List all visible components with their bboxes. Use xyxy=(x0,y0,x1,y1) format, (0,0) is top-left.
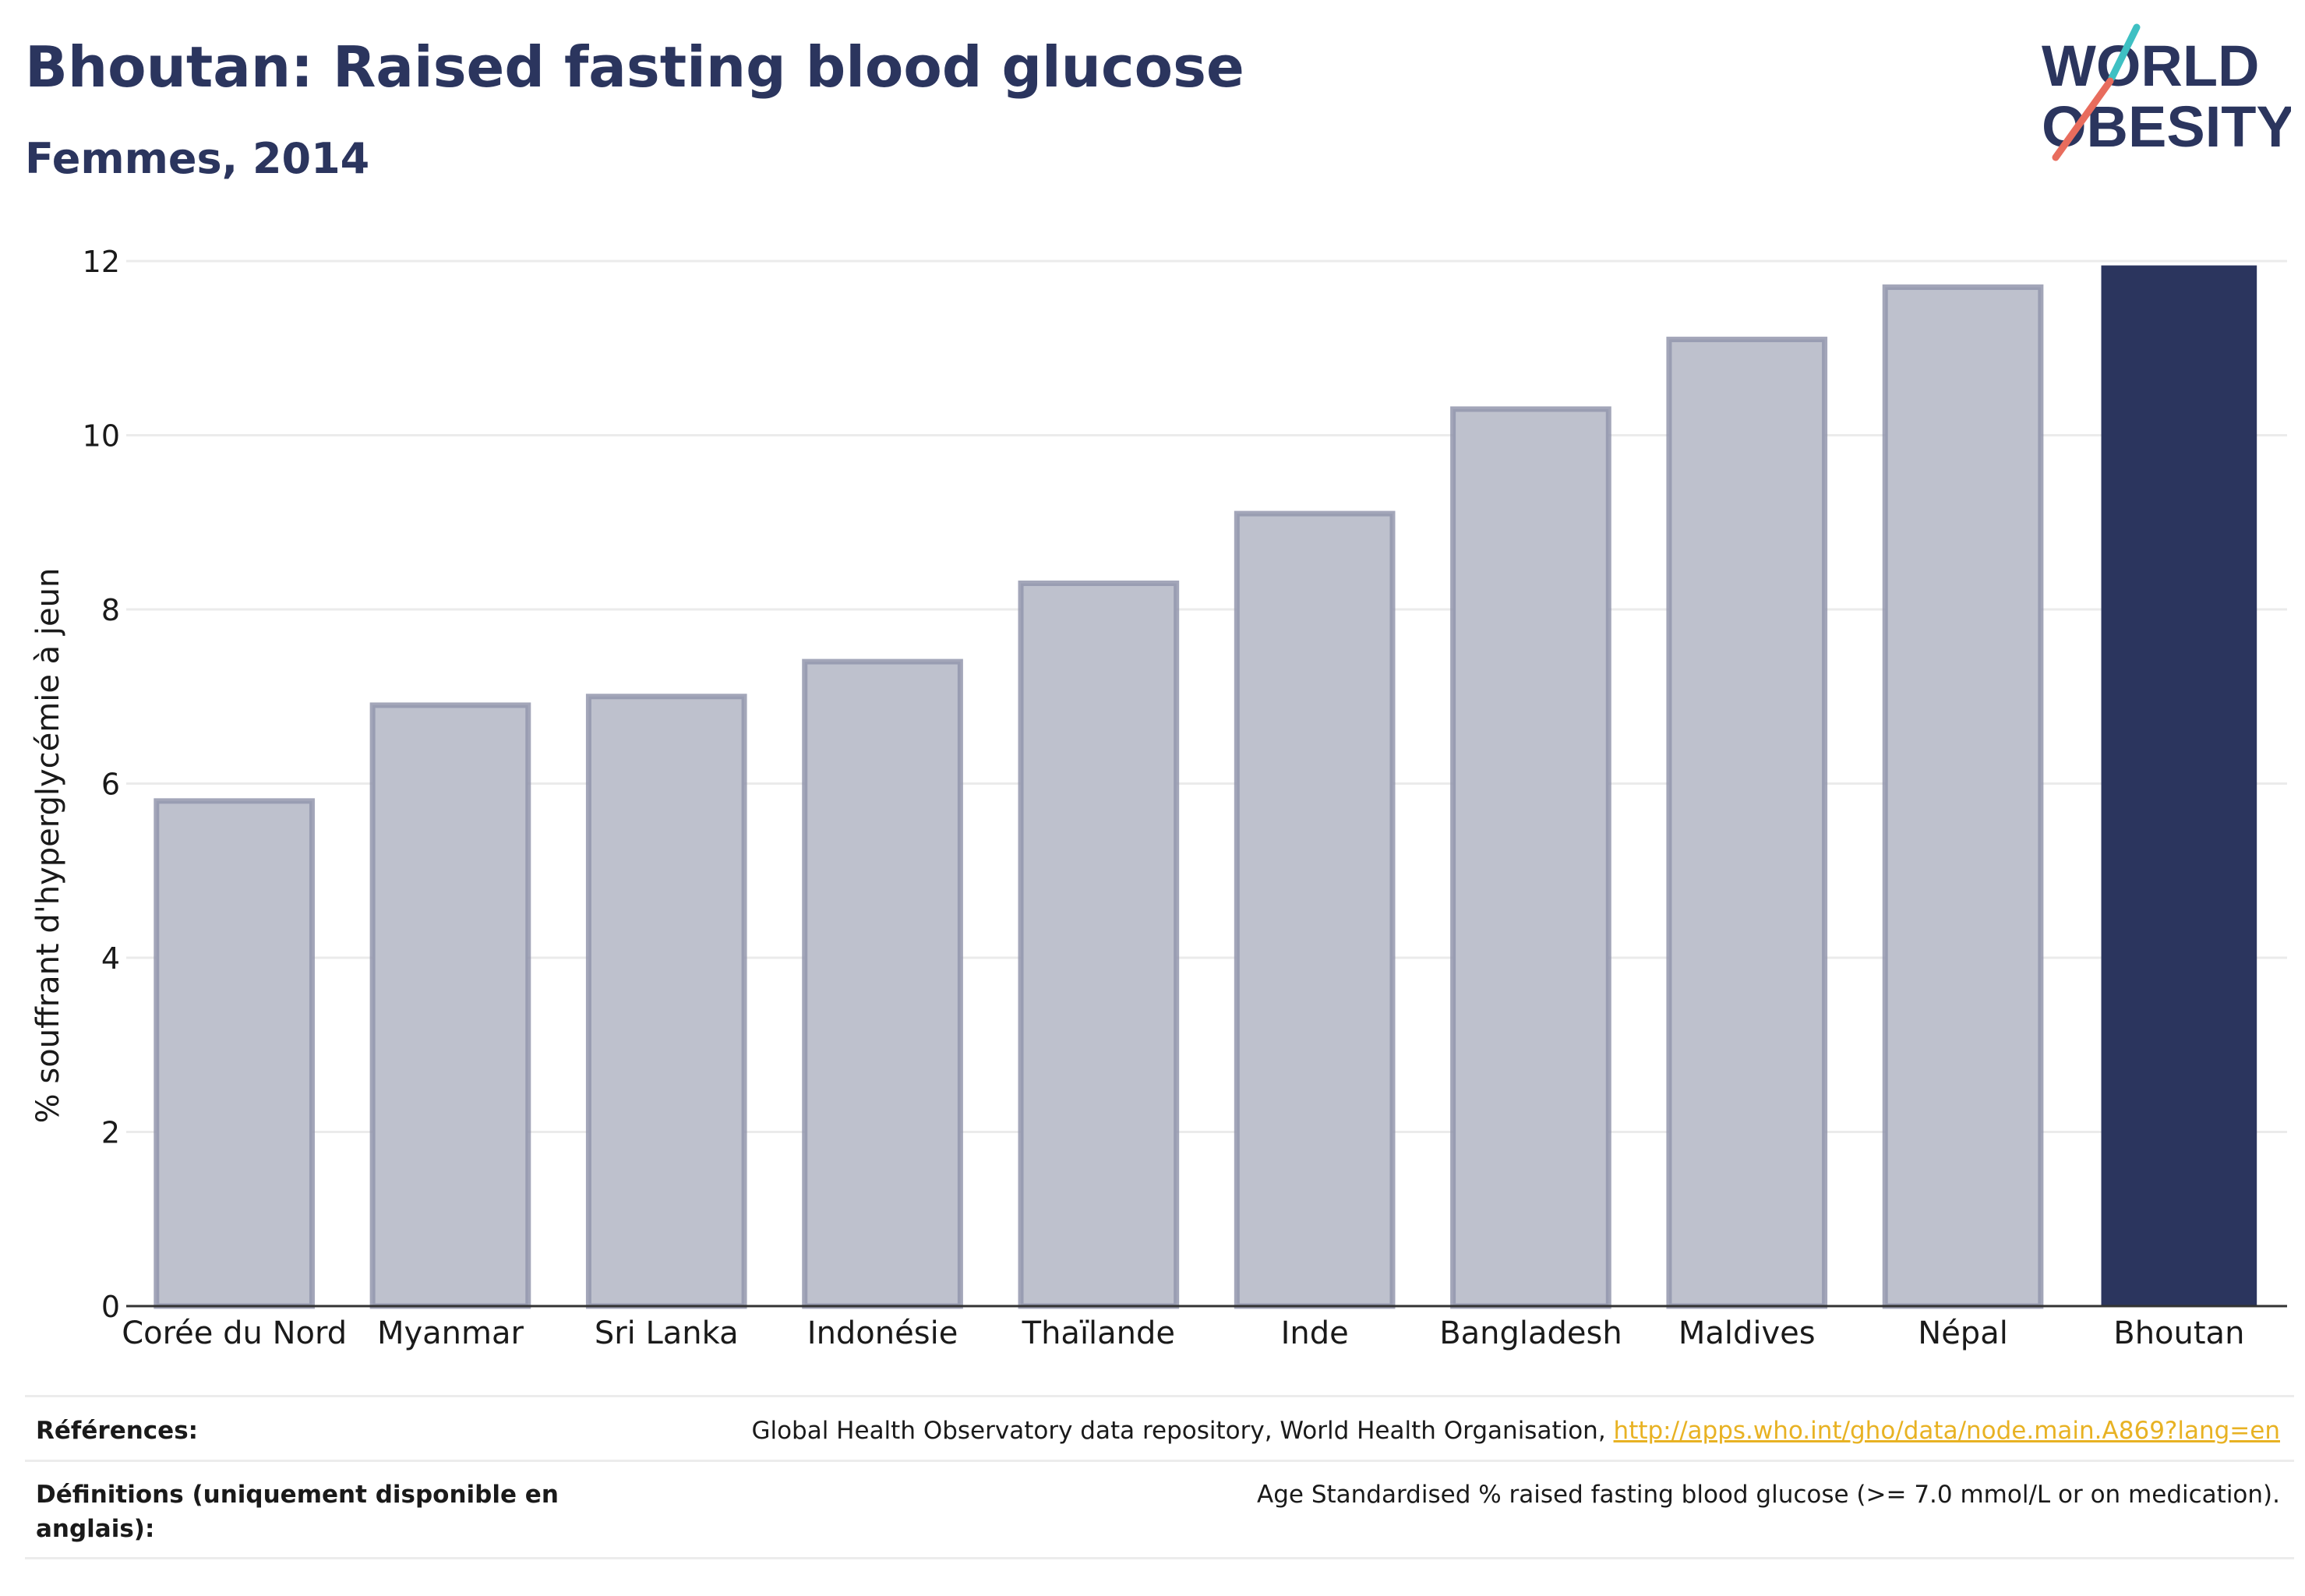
chart-subtitle: Femmes, 2014 xyxy=(25,134,370,183)
bar-2 xyxy=(585,694,747,1309)
definitions-text: Age Standardised % raised fasting blood … xyxy=(1257,1481,2280,1509)
x-tick-label: Myanmar xyxy=(377,1315,524,1351)
bar-7 xyxy=(1666,337,1828,1309)
chart-title: Bhoutan: Raised fasting blood glucose xyxy=(25,34,1244,100)
x-tick-label: Sri Lanka xyxy=(595,1315,739,1351)
references-link[interactable]: http://apps.who.int/gho/data/node.main.A… xyxy=(1613,1417,2280,1445)
y-tick-label: 4 xyxy=(101,941,120,976)
x-tick-label: Corée du Nord xyxy=(122,1315,347,1351)
definitions-label: Définitions (uniquement disponible en an… xyxy=(36,1481,559,1543)
references-label: Références: xyxy=(36,1417,199,1445)
y-tick-label: 12 xyxy=(83,245,120,279)
y-tick-label: 2 xyxy=(101,1116,120,1150)
y-tick-label: 10 xyxy=(83,419,120,454)
logo-slash-coral xyxy=(2052,77,2114,161)
bar-0 xyxy=(154,798,315,1309)
y-tick-label: 8 xyxy=(101,593,120,627)
y-axis-title: % souffrant d'hyperglycémie à jeun xyxy=(30,567,66,1124)
footer-divider-middle xyxy=(25,1460,2294,1462)
footer-divider-bottom xyxy=(25,1557,2294,1559)
bar-4 xyxy=(1018,580,1180,1309)
footer-divider-top xyxy=(25,1395,2294,1397)
bar-8 xyxy=(1882,284,2044,1309)
logo-slash-teal xyxy=(2108,23,2141,82)
bar-5 xyxy=(1234,510,1396,1309)
bar-6 xyxy=(1450,406,1611,1309)
x-tick-label: Népal xyxy=(1918,1315,2008,1351)
x-tick-label: Thaïlande xyxy=(1022,1315,1175,1351)
logo-line1: WORLD xyxy=(2042,34,2260,98)
references-text: Global Health Observatory data repositor… xyxy=(751,1417,2280,1445)
y-tick-label: 0 xyxy=(101,1290,120,1324)
y-tick-label: 6 xyxy=(101,768,120,802)
x-tick-label: Inde xyxy=(1281,1315,1349,1351)
bar-3 xyxy=(802,659,963,1309)
references-source: Global Health Observatory data repositor… xyxy=(751,1417,1614,1445)
logo-line2: OBESITY xyxy=(2042,94,2291,159)
bar-chart: 0 2 4 6 8 10 12 Corée du Nord Myanmar Sri Lanka In… xyxy=(83,245,2287,1351)
bar-9 xyxy=(2101,265,2257,1306)
bar-1 xyxy=(369,702,531,1309)
x-tick-label: Maldives xyxy=(1678,1315,1816,1351)
world-obesity-logo: WORLD OBESITY xyxy=(2034,23,2295,164)
x-tick-label: Indonésie xyxy=(807,1315,958,1351)
x-tick-label: Bhoutan xyxy=(2113,1315,2244,1351)
x-tick-label: Bangladesh xyxy=(1439,1315,1622,1351)
